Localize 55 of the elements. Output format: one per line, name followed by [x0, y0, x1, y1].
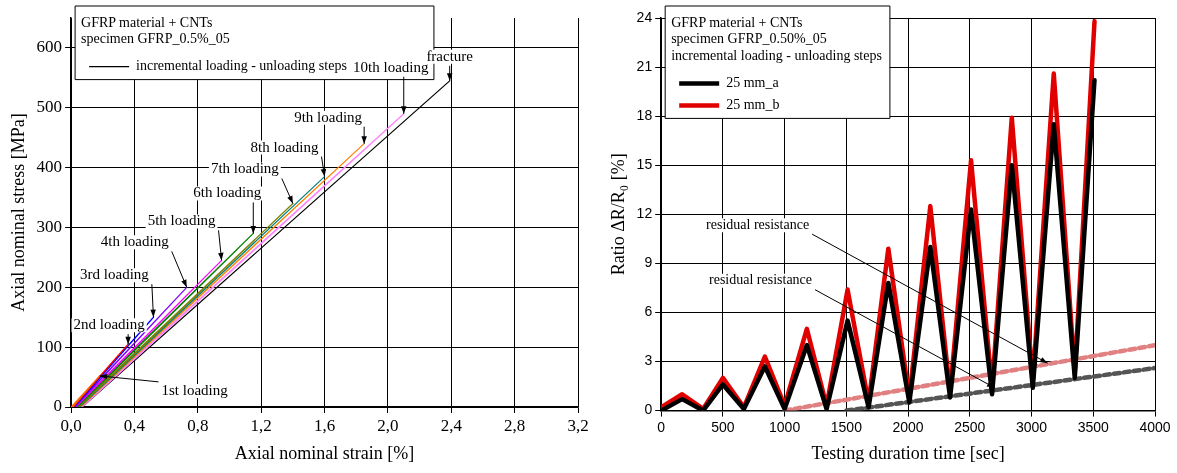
- y-tick-label: 500: [36, 97, 63, 117]
- annotation: 4th loading: [100, 233, 170, 250]
- legend-title: GFRP material + CNTs specimen GFRP_0.5%_05: [81, 14, 230, 47]
- x-axis-title: Testing duration time [sec]: [811, 442, 1005, 463]
- annotation: 7th loading: [210, 160, 280, 177]
- x-tick-label: 0,4: [123, 415, 146, 435]
- x-tick-label: 1,2: [250, 415, 272, 435]
- y-tick-label: 600: [36, 37, 63, 57]
- y-tick-label: 400: [36, 157, 63, 177]
- y-tick-label: 200: [36, 276, 63, 296]
- annotation: 2nd loading: [73, 316, 146, 333]
- y-tick-label: 9: [644, 254, 653, 271]
- y-tick-label: 3: [644, 352, 653, 369]
- x-tick-label: 2500: [954, 418, 986, 435]
- annotation: residual resistance: [706, 216, 810, 232]
- y-tick-label: 100: [36, 336, 63, 356]
- annotation: 5th loading: [147, 212, 217, 229]
- x-axis-title: Axial nominal strain [%]: [234, 442, 415, 463]
- legend-label: incremental loading - unloading steps: [136, 58, 347, 74]
- y-tick-label: 24: [636, 8, 653, 25]
- annotation: fracture: [426, 47, 474, 64]
- annotation: 6th loading: [193, 184, 262, 201]
- y-tick-label: 12: [636, 205, 653, 222]
- x-tick-label: 2,0: [377, 415, 399, 435]
- x-tick-label: 1500: [830, 418, 863, 435]
- x-tick-label: 3,2: [567, 415, 589, 435]
- x-tick-label: 1,6: [313, 415, 336, 435]
- x-tick-label: 0,8: [187, 415, 209, 435]
- legend-label: 25 mm_b: [726, 97, 780, 113]
- y-axis-title: Ratio ΔR/R₀ [%]: [607, 153, 628, 276]
- annotation: 9th loading: [294, 108, 363, 125]
- y-tick-label: 21: [636, 57, 653, 74]
- y-tick-label: 0: [53, 396, 63, 416]
- x-tick-label: 0: [657, 418, 666, 435]
- y-tick-label: 300: [36, 216, 63, 236]
- y-tick-label: 0: [644, 401, 653, 418]
- x-tick-label: 2,8: [504, 415, 526, 435]
- legend-title: GFRP material + CNTs specimen GFRP_0.50%_05 incremental loading - unloading steps: [671, 14, 882, 64]
- x-tick-label: 1000: [769, 418, 801, 435]
- annotation: residual resistance: [709, 272, 813, 288]
- x-tick-label: 0,0: [60, 415, 82, 435]
- x-tick-label: 500: [711, 418, 735, 435]
- x-tick-label: 2,4: [440, 415, 463, 435]
- y-tick-label: 6: [644, 303, 653, 320]
- x-tick-label: 4000: [1139, 418, 1171, 435]
- annotation: 1st loading: [161, 381, 229, 398]
- x-tick-label: 2000: [892, 418, 924, 435]
- legend-label: 25 mm_a: [726, 75, 780, 91]
- annotation: 8th loading: [250, 138, 319, 155]
- y-tick-label: 18: [636, 107, 653, 124]
- y-tick-label: 15: [636, 156, 653, 173]
- y-axis-title: Axial nominal stress [MPa]: [7, 113, 28, 312]
- x-tick-label: 3500: [1077, 418, 1110, 435]
- x-tick-label: 3000: [1015, 418, 1048, 435]
- annotation: 3rd loading: [80, 266, 150, 283]
